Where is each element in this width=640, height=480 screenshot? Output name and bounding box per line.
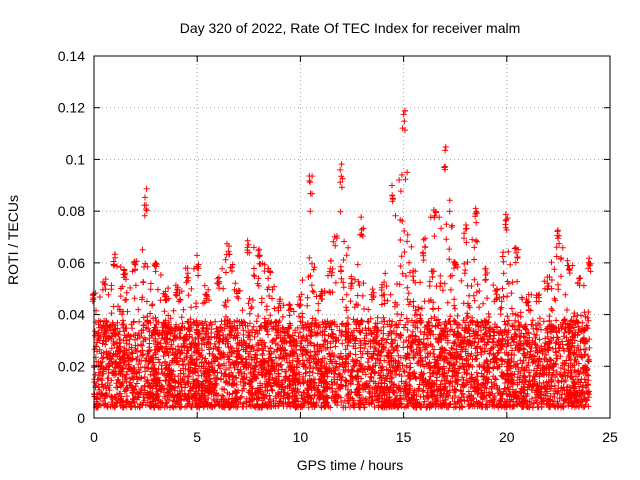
y-tick-label: 0.1 <box>66 151 86 167</box>
x-tick-label: 15 <box>396 429 412 445</box>
y-tick-label: 0 <box>77 410 85 426</box>
y-tick-label: 0.08 <box>58 203 85 219</box>
x-axis-label: GPS time / hours <box>297 457 404 473</box>
x-tick-label: 25 <box>602 429 618 445</box>
y-tick-label: 0.14 <box>58 48 85 64</box>
roti-points <box>89 107 594 411</box>
x-tick-label: 0 <box>90 429 98 445</box>
plot-frame <box>93 55 611 419</box>
points-layer <box>89 107 594 411</box>
x-tick-label: 20 <box>499 429 515 445</box>
y-axis-label: ROTI / TECUs <box>5 195 21 285</box>
ticks-layer: 0 0.02 0.04 0.06 0.08 0.1 0.12 0.14 0 5 10 15 20 25 <box>58 48 618 445</box>
x-tick-label: 5 <box>193 429 201 445</box>
y-tick-label: 0.12 <box>58 100 85 116</box>
chart-title: Day 320 of 2022, Rate Of TEC Index for r… <box>180 20 521 36</box>
y-tick-label: 0.02 <box>58 358 85 374</box>
y-tick-label: 0.04 <box>58 307 85 323</box>
y-tick-label: 0.06 <box>58 255 85 271</box>
x-tick-label: 10 <box>293 429 309 445</box>
